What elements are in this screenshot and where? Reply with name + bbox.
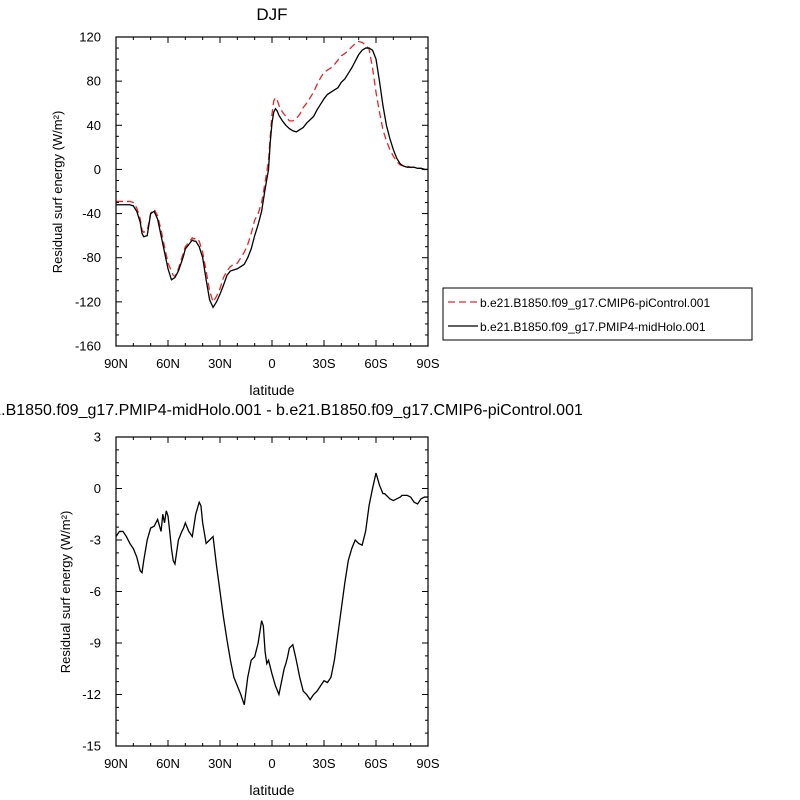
chart1-series-line-1 — [116, 47, 428, 309]
chart2-xtick-label: 60N — [156, 756, 180, 771]
chart2-xtick-label: 30N — [208, 756, 232, 771]
chart2-series-line-0 — [116, 472, 428, 706]
chart2-title: b.e21.B1850.f09_g17.PMIP4-midHolo.001 - … — [0, 402, 583, 419]
chart2-ytick-label: 3 — [94, 430, 101, 445]
chart1-xtick-label: 90N — [104, 356, 128, 371]
chart2-xtick-label: 0 — [268, 756, 275, 771]
chart1-series-line-0 — [116, 40, 428, 304]
legend: b.e21.B1850.f09_g17.CMIP6-piControl.001 … — [442, 287, 753, 341]
chart2-frame — [115, 436, 429, 747]
chart1-ytick-label: -120 — [75, 294, 101, 309]
chart2-ytick-label: -3 — [89, 533, 101, 548]
chart2-xtick-label: 90S — [416, 756, 439, 771]
chart2-xtick-label: 60S — [364, 756, 387, 771]
chart1-xtick-label: 60S — [364, 356, 387, 371]
chart2-ytick-label: 0 — [94, 481, 101, 496]
chart1-title: DJF — [256, 5, 287, 24]
chart1-xtick-label: 60N — [156, 356, 180, 371]
chart1-ytick-label: -40 — [82, 206, 101, 221]
legend-box — [442, 287, 753, 341]
chart1-ylabel: Residual surf energy (W/m²) — [50, 111, 65, 274]
chart1-xlabel: latitude — [249, 382, 294, 398]
chart1-xtick-label: 0 — [268, 356, 275, 371]
legend-label-0: b.e21.B1850.f09_g17.CMIP6-piControl.001 — [480, 296, 710, 310]
chart1-plot: 90N 60N 30N 0 30S 60S 90S -160 -120 -80 -40 0 40 80 12… — [75, 30, 440, 372]
chart2-ytick-label: -12 — [82, 687, 101, 702]
chart2-xtick-label: 30S — [312, 756, 335, 771]
legend-label-1: b.e21.B1850.f09_g17.PMIP4-midHolo.001 — [480, 320, 706, 334]
chart1-ytick-label: 0 — [94, 162, 101, 177]
chart1-xtick-label: 30S — [312, 356, 335, 371]
chart2-ytick-label: -15 — [82, 739, 101, 754]
chart1-ytick-label: -80 — [82, 250, 101, 265]
chart2-xtick-label: 90N — [104, 756, 128, 771]
chart1-ytick-label: -160 — [75, 339, 101, 354]
chart1-xtick-label: 30N — [208, 356, 232, 371]
chart1-ytick-label: 40 — [87, 118, 101, 133]
chart2-ylabel: Residual surf energy (W/m²) — [58, 511, 73, 674]
chart2-ytick-label: -9 — [89, 636, 101, 651]
chart1-ytick-label: 120 — [79, 30, 101, 45]
chart1-frame — [115, 36, 429, 347]
chart1-ytick-label: 80 — [87, 74, 101, 89]
chart2-plot: 90N 60N 30N 0 30S 60S 90S -15 -12 -9 -6 -3 0 3 — [82, 430, 440, 772]
chart2-ytick-label: -6 — [89, 584, 101, 599]
chart1-xtick-label: 90S — [416, 356, 439, 371]
chart2-xlabel: latitude — [249, 782, 294, 798]
